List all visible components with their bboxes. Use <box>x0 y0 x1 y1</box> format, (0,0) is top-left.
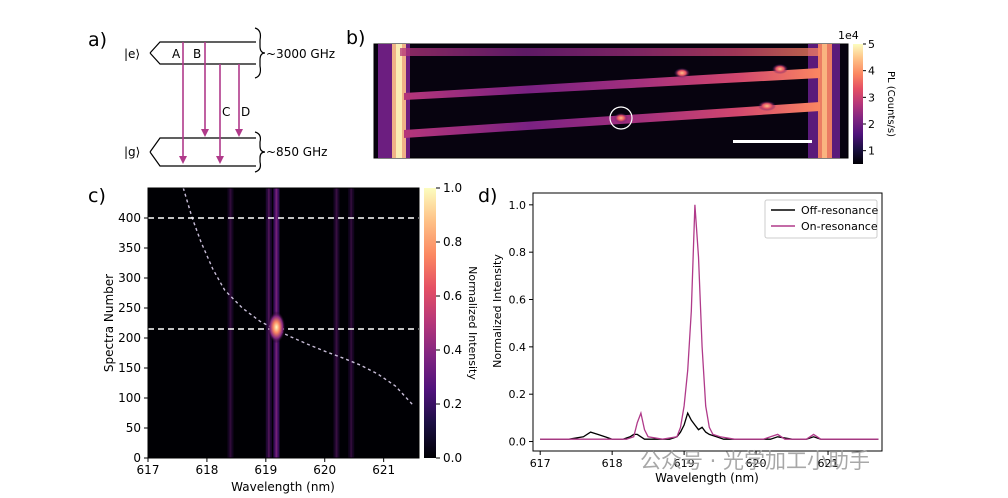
heatmap-frame <box>147 187 420 459</box>
emission-line-core <box>335 188 338 458</box>
heatmap-xtick-label: 619 <box>254 463 277 477</box>
heatmap-ytick-label: 350 <box>118 241 141 255</box>
resonance-spot <box>267 311 286 344</box>
watermark: 公众号 · 光学加工小助手 <box>640 449 870 473</box>
pl-map-waveguide-bottom <box>404 102 820 138</box>
heatmap-xtick-label: 620 <box>313 463 336 477</box>
excited-splitting-brace <box>254 27 266 79</box>
intensity-colorbar-tick-label: 0.2 <box>443 397 462 411</box>
pl-map-hotspot <box>758 101 776 111</box>
intensity-colorbar-tick-label: 0.0 <box>443 451 462 465</box>
heatmap-ytick-label: 0 <box>133 451 141 465</box>
pl-map-scale-bar <box>733 140 812 143</box>
intensity-colorbar-tick-label: 0.6 <box>443 289 462 303</box>
pl-colorbar-tick-label: 3 <box>868 91 875 104</box>
panel-label-c: c) <box>88 185 106 207</box>
pl-map-hotspot <box>772 64 788 74</box>
ground-state-levels <box>149 137 256 167</box>
transition-label-b: B <box>193 47 201 61</box>
heatmap-ytick-label: 200 <box>118 331 141 345</box>
emission-line-core <box>350 188 353 458</box>
legend-label-off: Off-resonance <box>801 204 878 217</box>
emission-line <box>333 188 340 458</box>
heatmap-ytick-label: 300 <box>118 271 141 285</box>
emission-line-core <box>229 188 232 458</box>
line-plot-ylabel: Normalized Intensity <box>491 254 504 368</box>
spectra-line-plot: 617 618 619 620 621 0.0 0.2 0.4 0.6 0.8 1.0 Wavel… <box>491 192 883 485</box>
pl-map-hotspot <box>674 68 690 78</box>
pl-map-emitter-circle <box>609 106 633 130</box>
transition-label-a: A <box>172 47 181 61</box>
heatmap-xlabel: Wavelength (nm) <box>231 480 335 494</box>
heatmap-ytick-label: 400 <box>118 211 141 225</box>
emission-line <box>227 188 234 458</box>
panel-label-a: a) <box>88 29 107 51</box>
pl-map-background <box>373 43 849 159</box>
pl-colorbar-tick-label: 1 <box>868 145 875 158</box>
excited-splitting-label: ~3000 GHz <box>266 47 335 61</box>
panel-label-b: b) <box>346 27 365 49</box>
ground-splitting-label: ~850 GHz <box>266 145 327 159</box>
transition-label-d: D <box>241 105 250 119</box>
intensity-colorbar-tick-label: 0.4 <box>443 343 462 357</box>
panel-label-d: d) <box>478 185 497 207</box>
excited-state-label: |e⟩ <box>124 47 140 61</box>
legend-label-on: On-resonance <box>801 220 878 233</box>
pl-colorbar-tick-label: 5 <box>868 38 875 51</box>
line-plot-xtick-label: 617 <box>530 457 551 470</box>
line-plot-ytick-label: 1.0 <box>509 199 527 212</box>
line-plot-xtick-label: 621 <box>818 457 839 470</box>
line-plot-xlabel: Wavelength (nm) <box>655 471 759 485</box>
heatmap-ylabel: Spectra Number <box>102 274 116 372</box>
intensity-colorbar-tick-label: 1.0 <box>443 181 462 195</box>
pl-colorbar <box>853 44 863 164</box>
pl-colorbar-label: PL (Counts/s) <box>885 71 896 137</box>
heatmap-xtick-label: 617 <box>137 463 160 477</box>
line-plot-ytick-label: 0.8 <box>509 246 527 259</box>
pl-map-emitter-spot <box>614 113 628 123</box>
intensity-colorbar-tick-label: 0.8 <box>443 235 462 249</box>
pl-colorbar-tick-label: 4 <box>868 65 875 78</box>
excited-state-levels <box>149 41 256 65</box>
ground-state-label: |g⟩ <box>124 145 140 159</box>
line-plot-xtick-label: 620 <box>746 457 767 470</box>
heatmap-ytick-label: 150 <box>118 361 141 375</box>
heatmap-xtick-label: 618 <box>195 463 218 477</box>
line-plot-xtick-label: 619 <box>674 457 695 470</box>
heatmap-ytick-label: 50 <box>126 421 141 435</box>
pl-map: 1e4 PL (Counts/s) 1 2 3 4 5 <box>373 29 896 164</box>
energy-level-diagram: |e⟩ |g⟩ ~3000 GHz ~850 GHz A B C D <box>124 27 335 173</box>
pl-colorbar-multiplier: 1e4 <box>838 29 859 42</box>
line-plot-ytick-label: 0.0 <box>509 436 527 449</box>
line-plot-ytick-label: 0.4 <box>509 341 527 354</box>
intensity-colorbar <box>424 188 436 458</box>
transition-label-c: C <box>222 105 230 119</box>
legend: Off-resonance On-resonance <box>764 199 878 239</box>
pl-map-waveguide-middle <box>404 68 820 100</box>
pl-map-waveguide-top <box>400 48 820 56</box>
spectra-heatmap: 617 618 619 620 621 0 50 100 150 200 250 300 350 400… <box>102 181 479 494</box>
line-plot-ytick-label: 0.2 <box>509 388 527 401</box>
heatmap-ytick-label: 100 <box>118 391 141 405</box>
heatmap-ytick-label: 250 <box>118 301 141 315</box>
intensity-colorbar-label: Normalized Intensity <box>466 266 479 380</box>
line-plot-xtick-label: 618 <box>602 457 623 470</box>
pl-colorbar-tick-label: 2 <box>868 118 875 131</box>
heatmap-xtick-label: 621 <box>372 463 395 477</box>
line-plot-ytick-label: 0.6 <box>509 294 527 307</box>
series-on-resonance <box>540 204 879 440</box>
ground-splitting-brace <box>254 131 266 173</box>
emission-line <box>348 188 355 458</box>
